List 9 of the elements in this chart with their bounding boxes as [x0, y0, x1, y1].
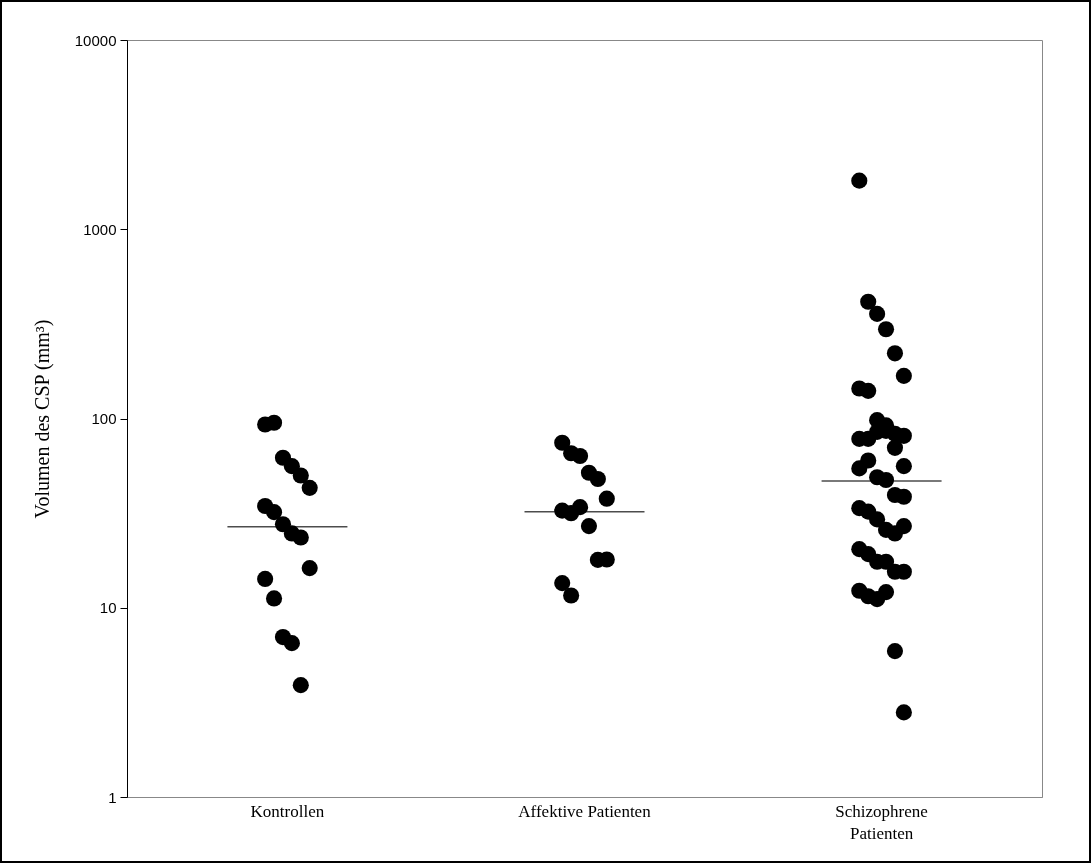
x-tick-label: Affektive Patienten [518, 801, 652, 821]
y-tick-label: 10000 [74, 31, 117, 49]
y-tick-label: 10 [99, 599, 117, 617]
y-axis-title: Volumen des CSP (mm³) [30, 319, 54, 519]
x-tick-label: Kontrollen [250, 801, 325, 821]
y-tick-label: 1000 [83, 220, 117, 238]
y-tick-label: 100 [91, 410, 117, 427]
x-tick-label: Schizophrene Patienten [835, 801, 928, 843]
y-tick-label: 1 [108, 788, 117, 806]
